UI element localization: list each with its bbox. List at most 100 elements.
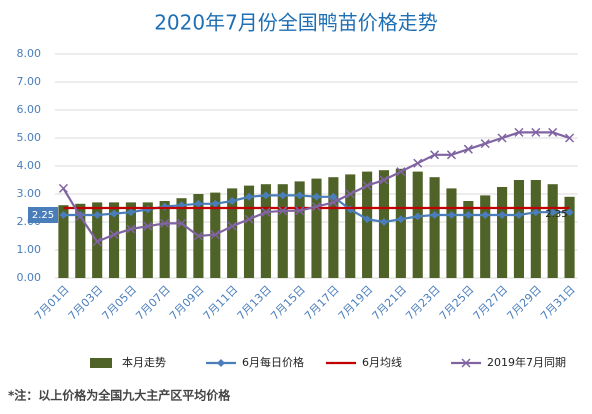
- y-tick-label: 6.00: [17, 103, 42, 116]
- marker: [565, 133, 575, 143]
- x-tick-label: 7月27日: [471, 283, 511, 323]
- marker: [413, 212, 422, 221]
- marker: [498, 211, 507, 219]
- marker: [244, 214, 254, 224]
- bar: [345, 174, 356, 278]
- marker: [362, 181, 372, 191]
- bar: [497, 187, 508, 278]
- marker: [329, 192, 338, 201]
- bar: [362, 171, 373, 278]
- chart-title: 2020年7月份全国鸭苗价格走势: [154, 11, 438, 35]
- marker: [109, 230, 119, 240]
- marker: [211, 199, 220, 208]
- x-tick-label: 7月03日: [66, 283, 106, 323]
- marker: [363, 215, 372, 224]
- marker: [228, 197, 237, 205]
- marker: [126, 224, 136, 234]
- x-tick-group: 7月11日: [201, 283, 241, 323]
- data-label: 2.25: [32, 210, 54, 221]
- x-tick-group: 7月07日: [133, 283, 173, 323]
- x-tick-group: 7月31日: [538, 283, 578, 323]
- marker: [548, 208, 557, 217]
- x-tick-label: 7月31日: [538, 283, 578, 323]
- marker: [245, 192, 254, 201]
- marker: [160, 218, 170, 228]
- y-tick-label: 7.00: [17, 75, 42, 88]
- marker: [461, 358, 471, 368]
- marker: [278, 191, 287, 200]
- x-tick-group: 7月05日: [100, 283, 140, 323]
- y-tick-label: 8.00: [17, 47, 42, 60]
- marker: [278, 206, 288, 216]
- data-label-box: [28, 207, 58, 223]
- bar: [159, 201, 170, 278]
- marker: [379, 175, 389, 185]
- marker: [447, 211, 456, 219]
- marker: [413, 158, 423, 168]
- marker: [110, 209, 119, 218]
- bar: [243, 185, 255, 278]
- marker: [514, 127, 524, 137]
- x-tick-label: 7月05日: [100, 283, 140, 323]
- x-tick-label: 7月19日: [336, 283, 376, 323]
- marker: [311, 202, 322, 212]
- marker: [565, 208, 574, 217]
- bar: [294, 181, 305, 278]
- marker: [531, 127, 541, 137]
- x-tick-label: 7月25日: [437, 283, 477, 323]
- bar: [176, 198, 187, 278]
- footnote: *注：以上价格为全国九大主产区平均价格: [8, 388, 231, 403]
- marker: [261, 207, 271, 217]
- legend-label: 6月每日价格: [242, 355, 304, 369]
- x-tick-group: 7月17日: [302, 283, 342, 323]
- x-tick-label: 7月13日: [235, 283, 275, 323]
- x-tick-group: 7月15日: [268, 283, 308, 323]
- bar: [395, 168, 406, 278]
- x-tick-group: 7月29日: [504, 283, 544, 323]
- marker: [261, 191, 270, 200]
- data-label: 2.35: [545, 209, 567, 220]
- marker: [481, 211, 490, 219]
- bar: [429, 177, 440, 278]
- legend-label: 本月走势: [122, 355, 166, 369]
- marker: [143, 221, 153, 231]
- bar: [142, 202, 153, 278]
- marker: [328, 197, 338, 207]
- marker: [227, 221, 237, 231]
- marker: [379, 218, 388, 226]
- marker: [93, 211, 102, 219]
- x-tick-group: 7月03日: [66, 283, 106, 323]
- x-tick-group: 7月27日: [471, 283, 511, 323]
- bar: [260, 184, 271, 278]
- marker: [531, 208, 540, 217]
- y-tick-label: 1.00: [17, 243, 42, 256]
- marker: [446, 150, 456, 160]
- bar: [125, 202, 136, 278]
- x-tick-label: 7月15日: [268, 283, 308, 323]
- bar: [412, 171, 423, 278]
- bar: [530, 180, 541, 278]
- y-tick-label: 3.00: [17, 187, 42, 200]
- legend-label: 2019年7月同期: [487, 355, 566, 369]
- x-tick-group: 7月23日: [403, 283, 443, 323]
- x-tick-group: 7月19日: [336, 283, 376, 323]
- bar: [75, 203, 86, 278]
- marker: [59, 211, 68, 219]
- bar: [58, 205, 69, 278]
- marker: [312, 192, 321, 201]
- x-tick-group: 7月25日: [437, 283, 477, 323]
- bar: [311, 178, 322, 278]
- bar: [328, 177, 339, 278]
- marker: [464, 211, 473, 219]
- x-tick-group: 7月13日: [235, 283, 275, 323]
- bar: [446, 188, 457, 278]
- y-tick-label: 0.00: [17, 271, 42, 284]
- bar: [564, 196, 575, 278]
- marker: [396, 215, 405, 224]
- bar: [463, 201, 474, 278]
- marker: [430, 211, 439, 219]
- marker: [210, 230, 220, 240]
- legend-swatch: [90, 358, 112, 368]
- x-tick-label: 7月17日: [302, 283, 342, 323]
